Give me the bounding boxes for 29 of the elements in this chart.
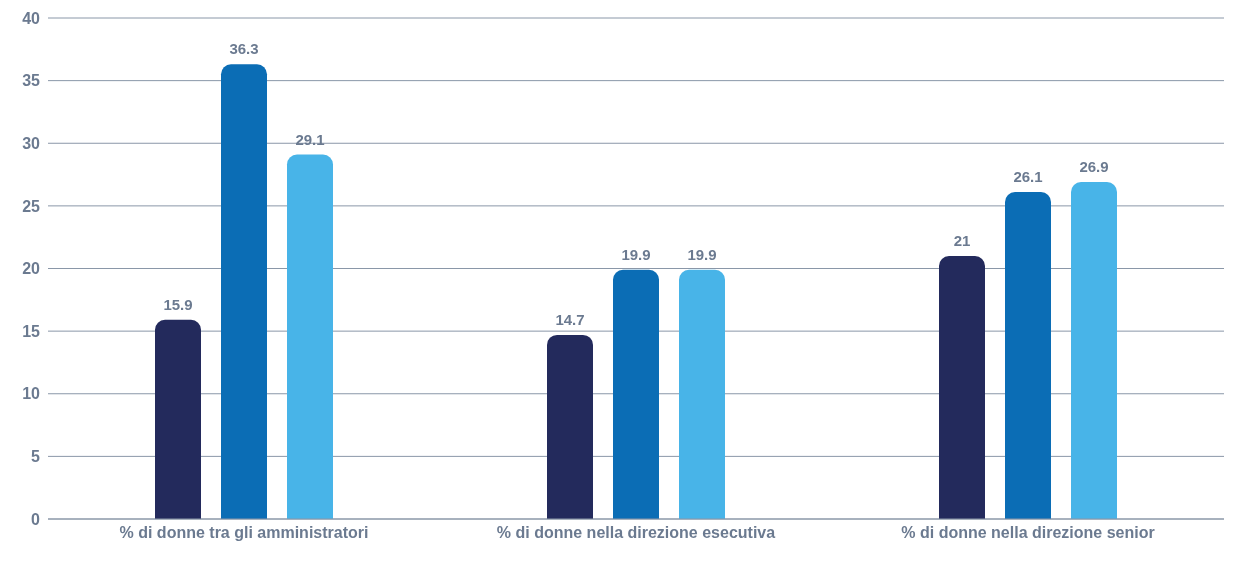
data-label: 15.9 — [163, 295, 193, 313]
y-tick-label: 25 — [22, 197, 41, 215]
bar — [1071, 182, 1117, 519]
data-label: 26.1 — [1013, 168, 1043, 186]
bar — [679, 269, 725, 519]
data-label: 14.7 — [555, 310, 585, 328]
bar — [547, 334, 593, 519]
data-label: 19.9 — [621, 245, 651, 263]
bar — [287, 154, 333, 519]
y-tick-label: 0 — [31, 510, 41, 528]
x-tick-label: % di donne nella direzione esecutiva — [496, 524, 776, 542]
bar — [221, 64, 267, 519]
bar — [939, 255, 985, 519]
y-tick-label: 5 — [31, 448, 41, 466]
x-tick-label: % di donne tra gli amministratori — [119, 524, 369, 542]
data-label: 21 — [953, 231, 971, 249]
bar — [1005, 192, 1051, 519]
y-tick-label: 20 — [22, 260, 41, 278]
bar — [613, 269, 659, 519]
data-label: 19.9 — [687, 245, 717, 263]
y-tick-label: 15 — [22, 322, 41, 340]
y-tick-label: 10 — [22, 385, 41, 403]
data-label: 36.3 — [229, 40, 259, 58]
y-tick-label: 30 — [22, 134, 41, 152]
bar — [155, 319, 201, 519]
y-tick-label: 35 — [22, 72, 41, 90]
data-label: 26.9 — [1079, 158, 1109, 176]
y-tick-label: 40 — [22, 9, 41, 27]
x-tick-label: % di donne nella direzione senior — [901, 524, 1155, 542]
